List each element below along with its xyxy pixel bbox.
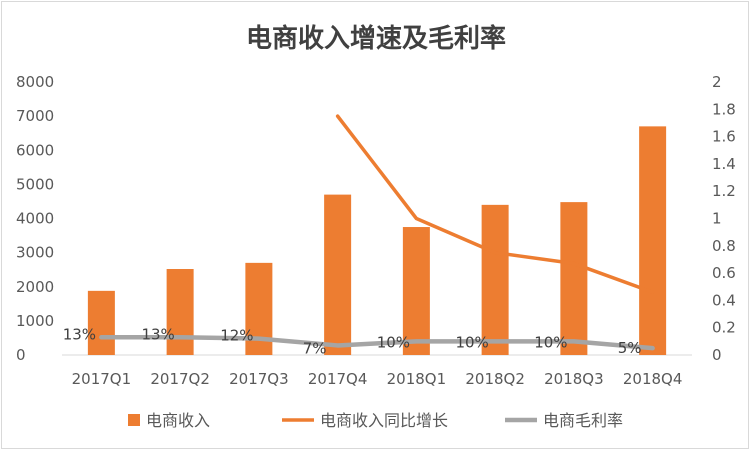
right-tick-label: 1: [712, 210, 722, 228]
margin-data-label: 13%: [63, 325, 96, 343]
x-axis: 2017Q1 2017Q2 2017Q3 2017Q4 2018Q1 2018Q2 2018…: [72, 370, 683, 388]
left-tick-label: 8000: [16, 73, 54, 91]
margin-data-label: 10%: [455, 333, 488, 351]
bar-series: [87, 126, 667, 355]
right-tick-label: 1.8: [712, 100, 736, 118]
left-tick-label: 6000: [16, 141, 54, 159]
legend-label-margin: 电商毛利率: [543, 411, 623, 430]
legend-label-revenue: 电商收入: [146, 411, 210, 430]
category-label: 2017Q4: [308, 370, 368, 388]
margin-data-label: 13%: [141, 325, 174, 343]
left-tick-label: 3000: [16, 244, 54, 262]
left-tick-label: 0: [16, 346, 26, 364]
line-series: 13% 13% 12% 7% 10% 10% 10% 5%: [63, 114, 655, 357]
margin-data-label: 5%: [618, 339, 642, 357]
margin-data-label: 10%: [534, 333, 567, 351]
category-label: 2018Q4: [623, 370, 683, 388]
right-tick-label: 2: [712, 73, 722, 91]
right-tick-label: 1.2: [712, 182, 736, 200]
right-tick-label: 0: [712, 346, 722, 364]
chart-title: 电商收入增速及毛利率: [246, 23, 506, 54]
left-tick-label: 2000: [16, 278, 54, 296]
category-label: 2017Q2: [150, 370, 210, 388]
left-tick-label: 7000: [16, 107, 54, 125]
right-tick-label: 0.2: [712, 319, 736, 337]
right-tick-label: 0.6: [712, 264, 736, 282]
right-tick-label: 1.6: [712, 128, 736, 146]
category-label: 2017Q1: [72, 370, 132, 388]
legend-swatch-revenue: [128, 414, 140, 426]
growth-line: [335, 114, 655, 294]
revenue-bar: [87, 290, 115, 355]
revenue-bar: [639, 126, 667, 355]
right-tick-label: 0.8: [712, 237, 736, 255]
revenue-bar: [481, 204, 509, 355]
margin-line: [99, 335, 655, 351]
margin-data-label: 7%: [303, 339, 327, 357]
revenue-bar: [402, 227, 430, 355]
left-tick-label: 5000: [16, 175, 54, 193]
revenue-bar: [324, 194, 352, 355]
category-label: 2018Q3: [544, 370, 604, 388]
left-axis: 0 1000 2000 3000 4000 5000 6000 7000 8000: [16, 73, 54, 364]
left-tick-label: 4000: [16, 210, 54, 228]
right-axis: 0 0.2 0.4 0.6 0.8 1 1.2 1.4 1.6 1.8 2: [712, 73, 736, 364]
category-label: 2018Q2: [465, 370, 525, 388]
category-label: 2018Q1: [387, 370, 447, 388]
revenue-bar: [560, 202, 588, 355]
legend-label-growth: 电商收入同比增长: [320, 411, 448, 430]
revenue-bar: [166, 269, 194, 355]
right-tick-label: 0.4: [712, 291, 736, 309]
left-tick-label: 1000: [16, 312, 54, 330]
margin-data-label: 10%: [377, 333, 410, 351]
margin-data-label: 12%: [220, 327, 253, 345]
right-tick-label: 1.4: [712, 155, 736, 173]
category-label: 2017Q3: [229, 370, 289, 388]
legend: 电商收入 电商收入同比增长 电商毛利率: [128, 411, 623, 430]
